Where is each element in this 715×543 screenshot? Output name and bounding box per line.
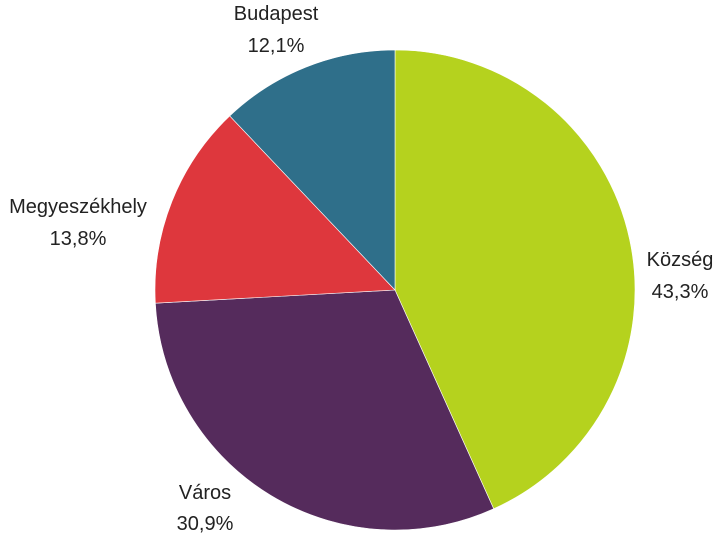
pie-slice-kozseg [394, 49, 636, 510]
slice-label-varos: Város [179, 482, 231, 504]
slice-label-budapest: Budapest [234, 3, 319, 25]
slice-value-varos: 30,9% [177, 513, 234, 535]
slice-value-budapest: 12,1% [248, 35, 305, 57]
pie-slice-varos [155, 289, 495, 531]
pie-slice-megyeszekhely [154, 115, 396, 304]
pie-slice-budapest [229, 49, 396, 291]
slice-value-megyeszekhely: 13,8% [50, 228, 107, 250]
slice-value-kozseg: 43,3% [652, 281, 709, 303]
slice-label-kozseg: Község [647, 249, 714, 271]
slice-label-megyeszekhely: Megyeszékhely [9, 196, 147, 218]
